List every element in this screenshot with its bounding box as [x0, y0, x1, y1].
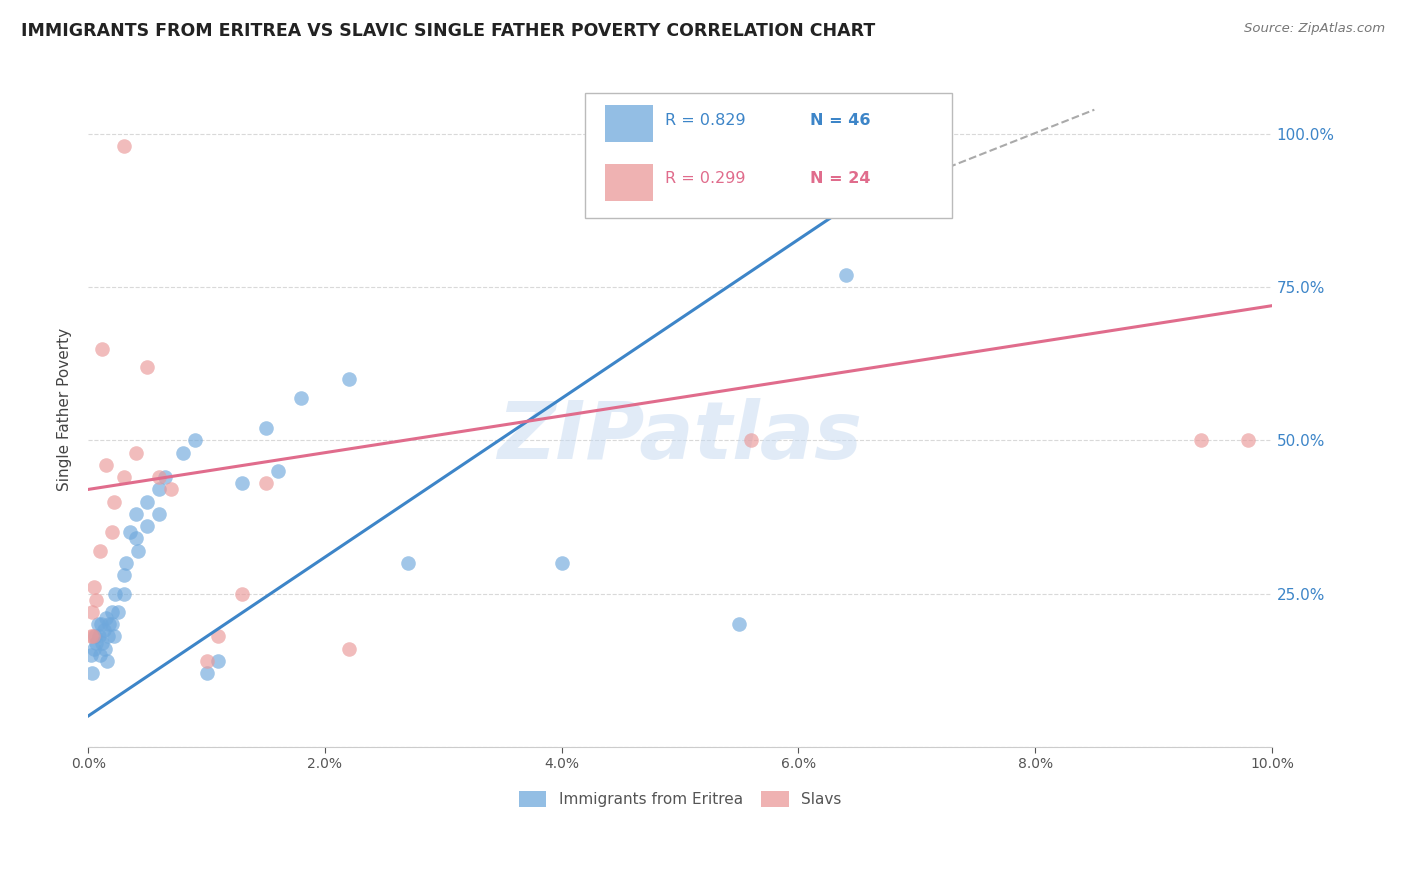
Point — [1189, 434, 1212, 448]
Point — [93, 641, 115, 656]
FancyBboxPatch shape — [606, 164, 652, 201]
Point — [87, 629, 110, 643]
Point — [266, 464, 288, 478]
Point — [195, 666, 218, 681]
Point — [136, 359, 159, 374]
Point — [136, 519, 159, 533]
Point — [148, 483, 170, 497]
Point — [254, 476, 277, 491]
Point — [91, 635, 114, 649]
Point — [83, 641, 105, 656]
Text: R = 0.299: R = 0.299 — [665, 170, 745, 186]
Point — [91, 342, 114, 356]
Point — [103, 629, 125, 643]
Point — [290, 391, 312, 405]
Point — [231, 586, 253, 600]
Point — [82, 629, 104, 643]
Point — [79, 648, 101, 662]
Text: N = 24: N = 24 — [810, 170, 870, 186]
Point — [98, 617, 121, 632]
Point — [124, 445, 146, 459]
Point — [153, 470, 176, 484]
Point — [101, 605, 124, 619]
Point — [740, 434, 762, 448]
Point — [80, 666, 103, 681]
Point — [83, 581, 105, 595]
Point — [86, 592, 108, 607]
Point — [97, 629, 120, 643]
Point — [112, 568, 135, 582]
Point — [89, 648, 111, 662]
Point — [337, 372, 360, 386]
Point — [89, 543, 111, 558]
Point — [79, 629, 101, 643]
Point — [728, 617, 751, 632]
Text: N = 46: N = 46 — [810, 113, 870, 128]
Point — [107, 605, 129, 619]
Point — [93, 624, 115, 638]
Point — [94, 458, 117, 472]
Point — [207, 629, 229, 643]
Point — [136, 494, 159, 508]
Point — [254, 421, 277, 435]
Point — [172, 445, 194, 459]
Point — [231, 476, 253, 491]
Point — [207, 654, 229, 668]
Point — [148, 470, 170, 484]
Point — [86, 635, 108, 649]
Point — [337, 641, 360, 656]
Point — [104, 586, 127, 600]
Y-axis label: Single Father Poverty: Single Father Poverty — [58, 328, 72, 491]
Point — [112, 139, 135, 153]
Point — [835, 268, 858, 282]
Point — [103, 494, 125, 508]
Point — [396, 556, 419, 570]
Point — [127, 543, 149, 558]
Text: IMMIGRANTS FROM ERITREA VS SLAVIC SINGLE FATHER POVERTY CORRELATION CHART: IMMIGRANTS FROM ERITREA VS SLAVIC SINGLE… — [21, 22, 876, 40]
Text: ZIPatlas: ZIPatlas — [498, 398, 862, 475]
Point — [86, 617, 108, 632]
Point — [90, 617, 112, 632]
Point — [124, 532, 146, 546]
Point — [148, 507, 170, 521]
Point — [118, 525, 141, 540]
Point — [101, 525, 124, 540]
Point — [160, 483, 183, 497]
Point — [550, 556, 572, 570]
Point — [115, 556, 138, 570]
Point — [80, 605, 103, 619]
Point — [1237, 434, 1260, 448]
Point — [101, 617, 124, 632]
Point — [96, 654, 118, 668]
Point — [195, 654, 218, 668]
Point — [112, 470, 135, 484]
Legend: Immigrants from Eritrea, Slavs: Immigrants from Eritrea, Slavs — [513, 785, 848, 814]
FancyBboxPatch shape — [606, 105, 652, 143]
Point — [112, 586, 135, 600]
Point — [183, 434, 205, 448]
FancyBboxPatch shape — [585, 93, 952, 218]
Text: Source: ZipAtlas.com: Source: ZipAtlas.com — [1244, 22, 1385, 36]
Point — [94, 611, 117, 625]
Point — [84, 629, 107, 643]
Point — [124, 507, 146, 521]
Text: R = 0.829: R = 0.829 — [665, 113, 745, 128]
